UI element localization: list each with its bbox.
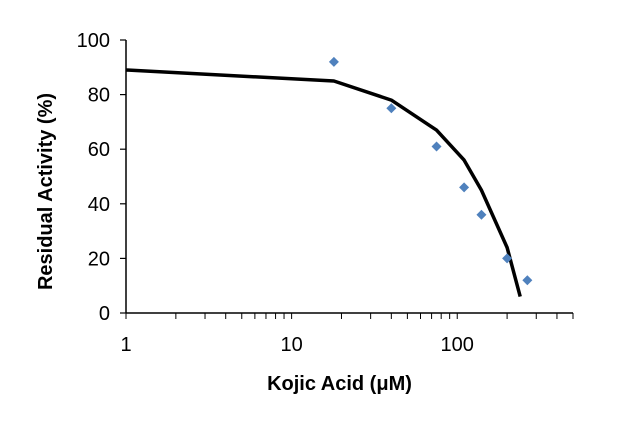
y-tick-label: 40 [88,194,110,216]
data-point [476,209,487,220]
plot-area [125,56,533,298]
x-tick-label: 100 [441,334,474,356]
data-point [459,182,470,193]
data-point [502,253,513,264]
y-tick-label: 0 [99,303,110,325]
data-point [386,103,397,114]
y-axis-title: Residual Activity (%) [35,93,57,290]
y-tick-label: 60 [88,139,110,161]
data-point [522,275,533,286]
x-axis-title: Kojic Acid (μM) [267,373,412,395]
data-point [431,141,442,152]
x-tick-label: 1 [120,334,131,356]
data-point [328,56,339,67]
y-axis-ticks: 0 20 40 60 80 100 [77,30,126,325]
x-tick-label: 10 [280,334,302,356]
y-tick-label: 20 [88,248,110,270]
x-axis-ticks: 1 10 100 [120,313,574,356]
y-tick-label: 80 [88,85,110,107]
fit-line [125,68,522,298]
y-tick-label: 100 [77,30,110,52]
